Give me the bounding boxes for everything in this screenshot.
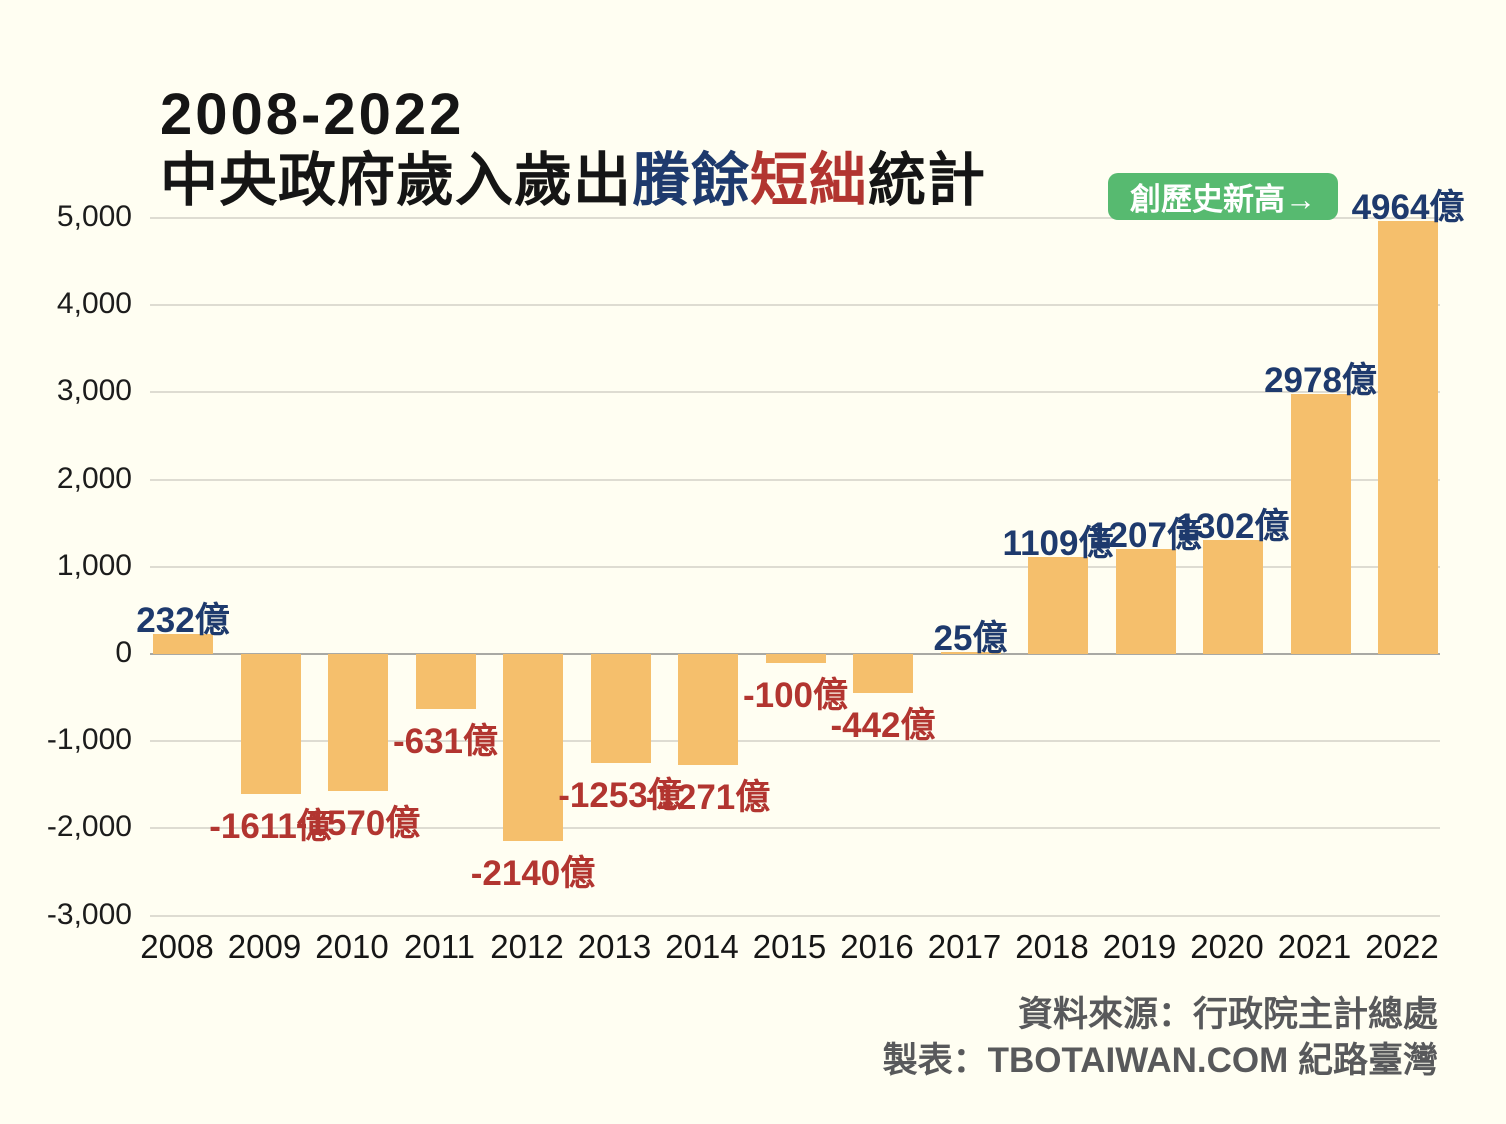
- x-axis-tick-label: 2010: [315, 928, 389, 965]
- bar-2020: [1203, 540, 1263, 654]
- bar-2008: [153, 633, 213, 654]
- y-axis-tick-label: -3,000: [46, 897, 132, 931]
- value-label-2019: 1207億: [1089, 515, 1202, 555]
- bar-2012: [503, 654, 563, 841]
- x-axis-tick-label: 2021: [1277, 928, 1352, 965]
- bar-2010: [328, 654, 388, 791]
- bar-2021: [1290, 394, 1351, 654]
- gridline: [150, 740, 1440, 743]
- gridline: [150, 391, 1440, 394]
- x-axis-tick-label: 2012: [490, 928, 564, 965]
- title-prefix: 中央政府歲入歲出: [160, 148, 633, 213]
- bar-2019: [1115, 548, 1176, 654]
- value-label-2013: -1253億: [558, 776, 683, 816]
- x-axis-tick-label: 2022: [1365, 928, 1439, 965]
- bar-2017: [940, 651, 1001, 654]
- value-label-2008: 232億: [136, 600, 230, 640]
- gridline: [150, 565, 1440, 568]
- y-axis-tick-label: -1,000: [46, 723, 132, 757]
- bar-2011: [415, 654, 476, 710]
- y-axis-tick-label: 5,000: [56, 200, 132, 233]
- y-axis-tick-label: 4,000: [56, 287, 132, 321]
- x-axis-tick-label: 2009: [227, 928, 302, 965]
- value-label-2012: -2140億: [470, 853, 596, 893]
- source-line-1: 資料來源：行政院主計總處: [1017, 995, 1438, 1034]
- gridline: [150, 827, 1440, 830]
- y-axis-tick-label: 3,000: [56, 374, 132, 408]
- bar-2009: [240, 654, 301, 795]
- gridline: [150, 478, 1440, 481]
- bar-2014: [678, 654, 738, 765]
- x-axis-tick-label: 2011: [404, 928, 475, 965]
- value-label-2018: 1109億: [1002, 524, 1114, 564]
- value-label-2010: -1570億: [295, 803, 421, 843]
- x-axis-tick-label: 2015: [752, 928, 827, 965]
- x-axis-tick-label: 2017: [927, 928, 1002, 965]
- gridline: [150, 914, 1440, 917]
- bar-2016: [853, 654, 913, 693]
- gridline: [150, 217, 1440, 219]
- title-surplus-highlight: 賸餘: [632, 148, 751, 213]
- title-years: 2008-2022: [160, 82, 465, 147]
- gridline: [150, 304, 1440, 307]
- value-label-2011: -631億: [392, 722, 499, 762]
- x-axis-tick-label: 2019: [1102, 928, 1177, 965]
- value-label-2016: -442億: [830, 705, 936, 745]
- y-axis-tick-label: -2,000: [46, 810, 132, 844]
- bar-2022: [1378, 221, 1438, 654]
- y-axis-tick-label: 1,000: [56, 548, 132, 582]
- x-axis-tick-label: 2016: [840, 928, 914, 965]
- chart-title: 2008-2022 中央政府歲入歲出賸餘短絀統計: [160, 84, 986, 214]
- value-label-2021: 2978億: [1264, 361, 1377, 401]
- value-label-2020: 1302億: [1176, 507, 1290, 547]
- source-line-2: 製表：TBOTAIWAN.COM 紀路臺灣: [882, 1041, 1438, 1080]
- x-axis-tick-label: 2018: [1015, 928, 1089, 965]
- value-label-2015: -100億: [742, 675, 849, 715]
- bar-2018: [1028, 557, 1088, 654]
- record-high-badge: 創歷史新高→: [1108, 173, 1338, 220]
- title-main: 中央政府歲入歲出賸餘短絀統計: [160, 148, 986, 214]
- y-axis-tick-label: 2,000: [56, 461, 132, 495]
- bar-2013: [590, 654, 651, 764]
- value-label-2014: -1271億: [645, 777, 771, 817]
- y-axis-tick-label: 0: [115, 636, 132, 669]
- bar-2015: [765, 654, 826, 663]
- value-label-2009: -1611億: [209, 807, 332, 847]
- title-suffix: 統計: [868, 148, 987, 213]
- value-label-2017: 25億: [933, 618, 1008, 658]
- x-axis-tick-label: 2014: [665, 928, 739, 965]
- value-label-2022: 4964億: [1351, 188, 1465, 228]
- x-axis-tick-label: 2013: [577, 928, 652, 965]
- source-note: 資料來源：行政院主計總處 製表：TBOTAIWAN.COM 紀路臺灣: [883, 992, 1438, 1084]
- x-axis-tick-label: 2008: [140, 928, 214, 965]
- title-deficit-highlight: 短絀: [750, 148, 869, 213]
- x-axis-tick-label: 2020: [1190, 928, 1264, 965]
